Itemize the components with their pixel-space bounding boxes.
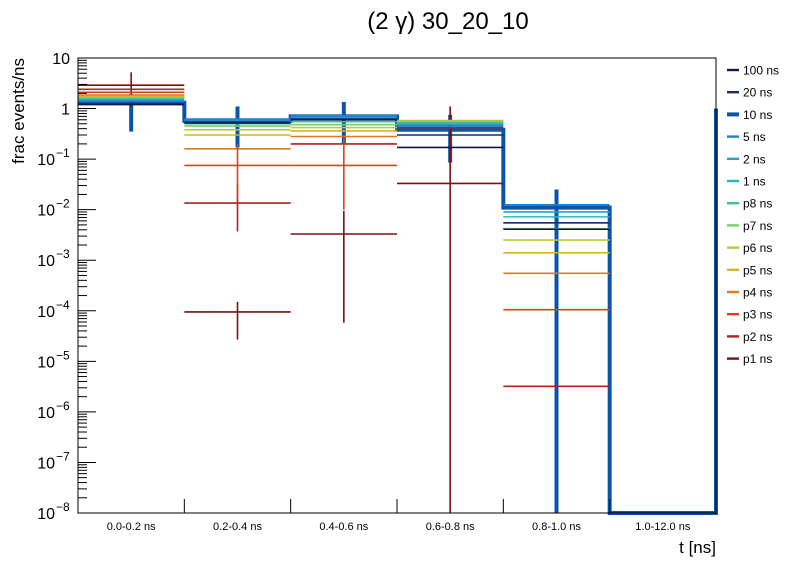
x-tick-label: 0.0-0.2 ns — [107, 521, 156, 533]
y-tick-label: 10 — [37, 455, 55, 472]
x-tick-label: 1.0-12.0 ns — [635, 521, 691, 533]
legend-entry: 100 ns — [743, 64, 779, 78]
legend-entry: p6 ns — [743, 241, 772, 255]
x-tick-label: 0.6-0.8 ns — [426, 521, 475, 533]
chart-title: (2 γ) 30_20_10 — [367, 8, 529, 35]
y-tick-label: 10 — [37, 506, 55, 523]
y-tick-label: 10 — [52, 51, 70, 68]
y-tick-exponent: −2 — [56, 197, 70, 211]
y-axis-label: frac events/ns — [9, 58, 28, 164]
legend-entry: 2 ns — [743, 152, 766, 166]
y-tick-label: 10 — [37, 253, 55, 270]
legend-entry: p8 ns — [743, 197, 772, 211]
y-tick-label: 1 — [61, 102, 70, 119]
series-step-line — [78, 100, 718, 515]
y-tick-exponent: −1 — [56, 146, 70, 160]
legend-entry: 1 ns — [743, 175, 766, 189]
y-tick-label: 10 — [37, 304, 55, 321]
y-tick-exponent: −5 — [56, 348, 70, 362]
y-tick-label: 10 — [37, 152, 55, 169]
legend-entry: p4 ns — [743, 286, 772, 300]
x-tick-label: 0.2-0.4 ns — [213, 521, 262, 533]
y-tick-exponent: −3 — [56, 247, 70, 261]
y-tick-exponent: −7 — [56, 449, 70, 463]
x-tick-label: 0.8-1.0 ns — [532, 521, 581, 533]
x-axis-label: t [ns] — [679, 538, 716, 557]
legend-entry: p3 ns — [743, 308, 772, 322]
legend-entry: p5 ns — [743, 263, 772, 277]
x-tick-label: 0.4-0.6 ns — [319, 521, 368, 533]
legend-entry: 20 ns — [743, 86, 772, 100]
legend-entry: p2 ns — [743, 330, 772, 344]
legend-entry: 10 ns — [743, 108, 772, 122]
legend-entry: 5 ns — [743, 130, 766, 144]
y-tick-exponent: −8 — [56, 500, 70, 514]
legend-entry: p1 ns — [743, 352, 772, 366]
y-tick-exponent: −6 — [56, 399, 70, 413]
y-tick-label: 10 — [37, 354, 55, 371]
y-tick-exponent: −4 — [56, 298, 70, 312]
y-tick-label: 10 — [37, 203, 55, 220]
legend-entry: p7 ns — [743, 219, 772, 233]
y-tick-label: 10 — [37, 405, 55, 422]
